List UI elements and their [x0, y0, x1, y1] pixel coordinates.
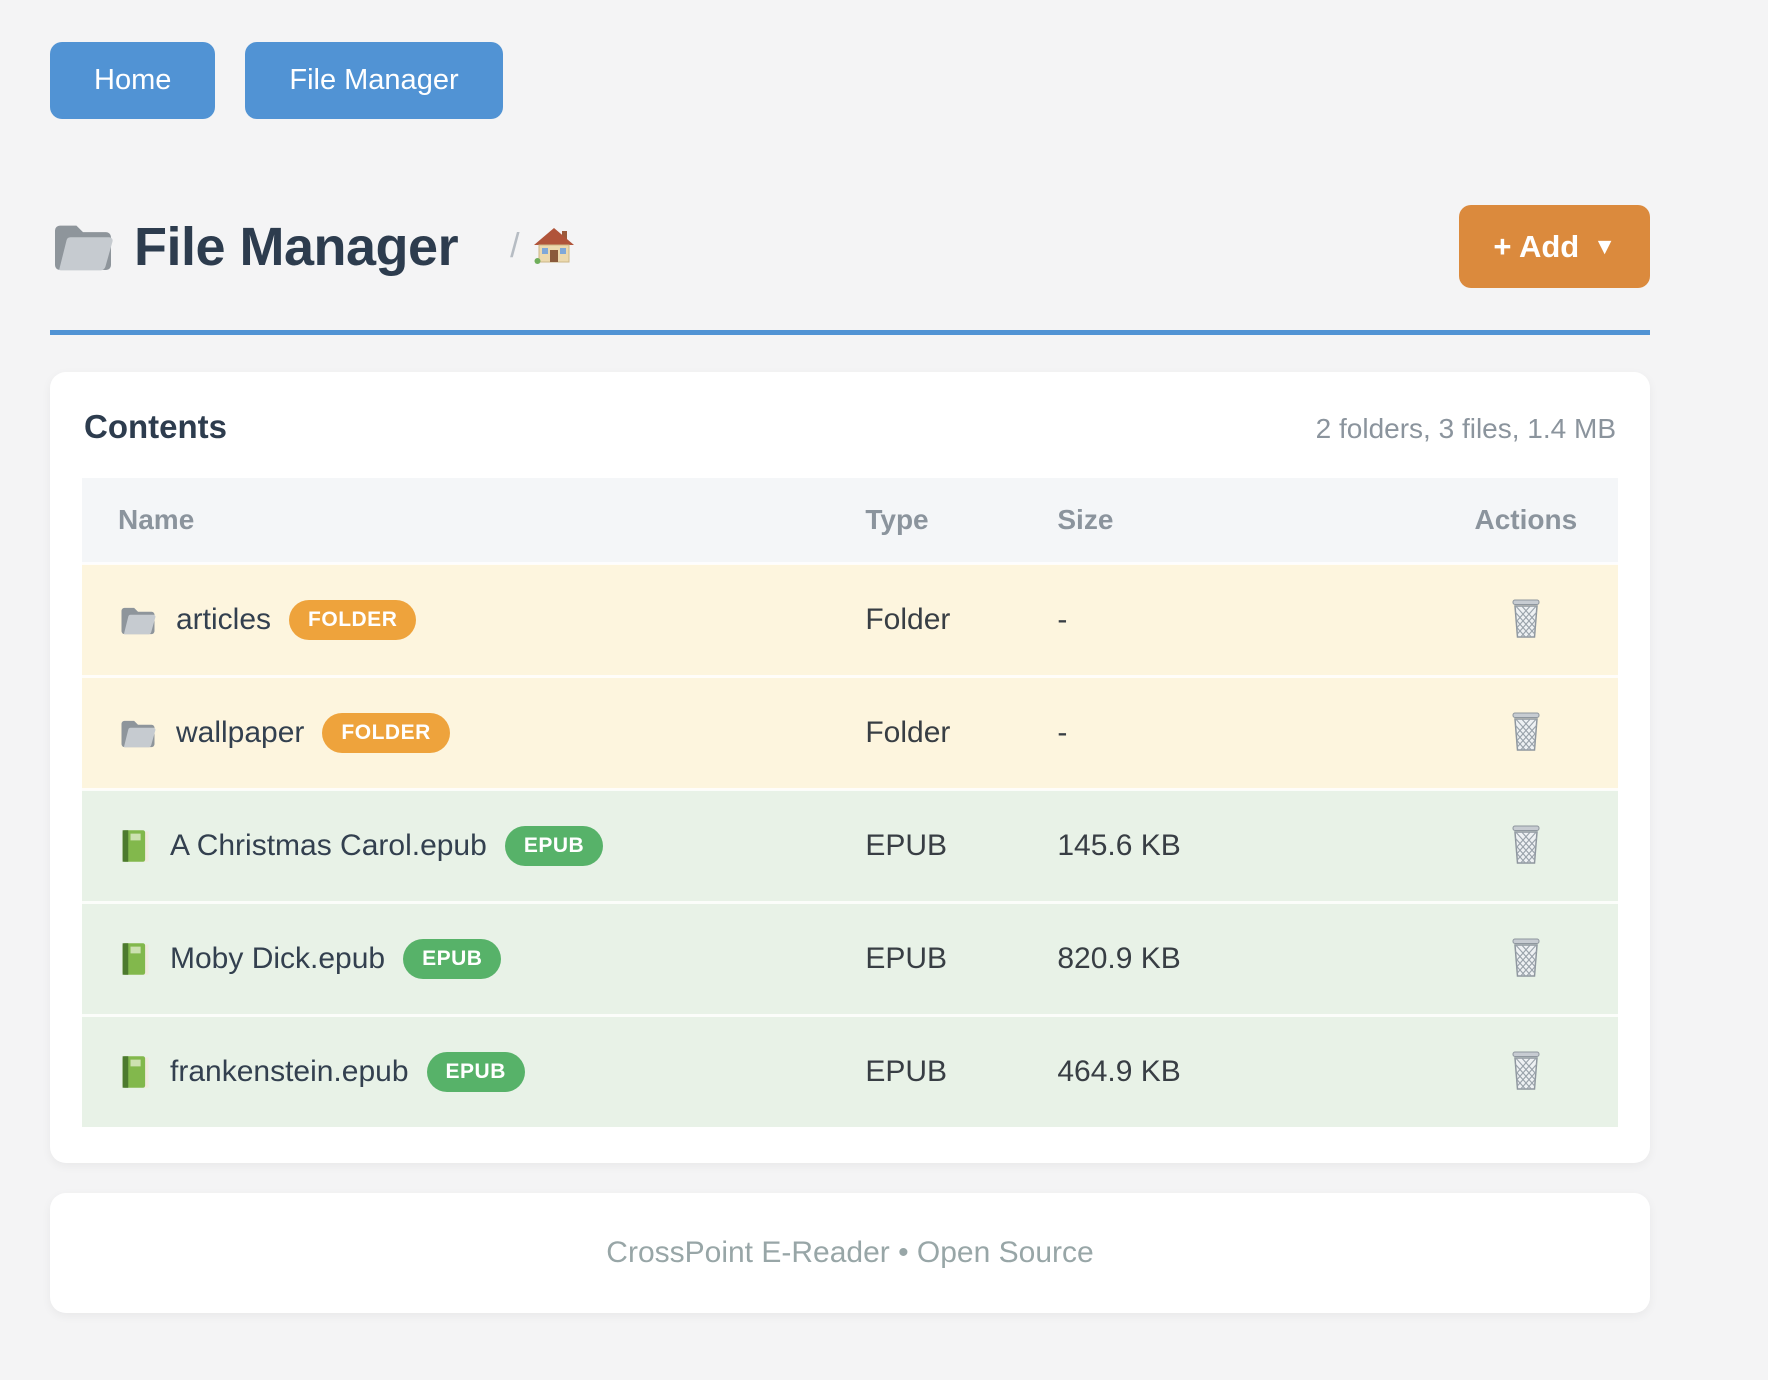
item-name-link[interactable]: frankenstein.epub	[170, 1055, 409, 1088]
folder-icon	[118, 604, 158, 637]
item-name-link[interactable]: A Christmas Carol.epub	[170, 829, 487, 862]
delete-button[interactable]	[1502, 931, 1550, 983]
name-cell: Moby Dick.epub EPUB	[82, 901, 866, 1016]
folder-icon	[50, 219, 116, 275]
type-cell: EPUB	[865, 788, 1058, 903]
footer-text: CrossPoint E-Reader • Open Source	[606, 1236, 1094, 1269]
name-cell: articles FOLDER	[82, 562, 866, 677]
contents-heading: Contents	[84, 408, 227, 445]
actions-cell	[1433, 901, 1618, 1016]
trash-icon	[1506, 596, 1546, 640]
type-cell: Folder	[865, 675, 1058, 790]
nav-file-manager-button[interactable]: File Manager	[245, 42, 503, 119]
folder-icon	[118, 717, 158, 750]
title-group: File Manager /	[50, 216, 576, 278]
type-badge: FOLDER	[289, 600, 417, 640]
contents-table: Name Type Size Actions articles FOLDER	[82, 478, 1618, 1127]
trash-icon	[1506, 1048, 1546, 1092]
size-cell: 145.6 KB	[1057, 788, 1434, 903]
type-badge: EPUB	[403, 939, 502, 979]
column-header-size: Size	[1057, 478, 1434, 564]
home-breadcrumb-icon[interactable]	[532, 225, 576, 269]
breadcrumb-separator: /	[510, 227, 520, 265]
type-badge: EPUB	[426, 1052, 525, 1092]
table-row: articles FOLDER Folder -	[82, 562, 1618, 677]
type-cell: EPUB	[865, 901, 1058, 1016]
title-rule	[50, 330, 1650, 335]
contents-card: Contents 2 folders, 3 files, 1.4 MB Name…	[50, 372, 1650, 1163]
item-name-link[interactable]: wallpaper	[176, 716, 305, 749]
table-header: Name Type Size Actions	[82, 478, 1618, 564]
name-cell: A Christmas Carol.epub EPUB	[82, 788, 866, 903]
add-button[interactable]: + Add ▼	[1459, 205, 1650, 288]
nav-home-button[interactable]: Home	[50, 42, 216, 119]
actions-cell	[1433, 1014, 1618, 1127]
size-cell: -	[1057, 562, 1434, 677]
page-title: File Manager	[134, 216, 459, 277]
type-cell: Folder	[865, 562, 1058, 677]
top-nav: Home File Manager	[50, 0, 1650, 119]
footer-card: CrossPoint E-Reader • Open Source	[50, 1193, 1650, 1313]
delete-button[interactable]	[1502, 592, 1550, 644]
contents-card-header: Contents 2 folders, 3 files, 1.4 MB	[82, 408, 1618, 446]
table-row: Moby Dick.epub EPUB EPUB 820.9 KB	[82, 901, 1618, 1016]
trash-icon	[1506, 822, 1546, 866]
name-cell: wallpaper FOLDER	[82, 675, 866, 790]
breadcrumb: /	[510, 225, 575, 269]
actions-cell	[1433, 675, 1618, 790]
type-badge: FOLDER	[322, 713, 450, 753]
contents-table-body: articles FOLDER Folder -	[82, 562, 1618, 1127]
delete-button[interactable]	[1502, 818, 1550, 870]
size-cell: 820.9 KB	[1057, 901, 1434, 1016]
trash-icon	[1506, 709, 1546, 753]
delete-button[interactable]	[1502, 1044, 1550, 1096]
name-cell: frankenstein.epub EPUB	[82, 1014, 866, 1127]
actions-cell	[1433, 788, 1618, 903]
actions-cell	[1433, 562, 1618, 677]
delete-button[interactable]	[1502, 705, 1550, 757]
column-header-actions: Actions	[1433, 478, 1618, 564]
type-badge: EPUB	[504, 826, 604, 866]
add-button-label: + Add	[1493, 228, 1580, 264]
table-row: frankenstein.epub EPUB EPUB 464.9 KB	[82, 1014, 1618, 1127]
size-cell: -	[1057, 675, 1434, 790]
table-row: A Christmas Carol.epub EPUB EPUB 145.6 K…	[82, 788, 1618, 903]
green-book-icon	[118, 828, 152, 864]
green-book-icon	[118, 941, 152, 977]
table-row: wallpaper FOLDER Folder -	[82, 675, 1618, 790]
chevron-down-icon: ▼	[1593, 233, 1616, 259]
item-name-link[interactable]: Moby Dick.epub	[170, 942, 386, 975]
item-name-link[interactable]: articles	[176, 603, 272, 636]
column-header-name: Name	[82, 478, 866, 564]
page: Home File Manager File Manager /	[50, 0, 1650, 1313]
column-header-type: Type	[865, 478, 1058, 564]
green-book-icon	[118, 1054, 152, 1090]
type-cell: EPUB	[865, 1014, 1058, 1127]
trash-icon	[1506, 935, 1546, 979]
page-header: File Manager / + Add ▼	[50, 205, 1650, 288]
contents-summary: 2 folders, 3 files, 1.4 MB	[1315, 413, 1616, 444]
size-cell: 464.9 KB	[1057, 1014, 1434, 1127]
